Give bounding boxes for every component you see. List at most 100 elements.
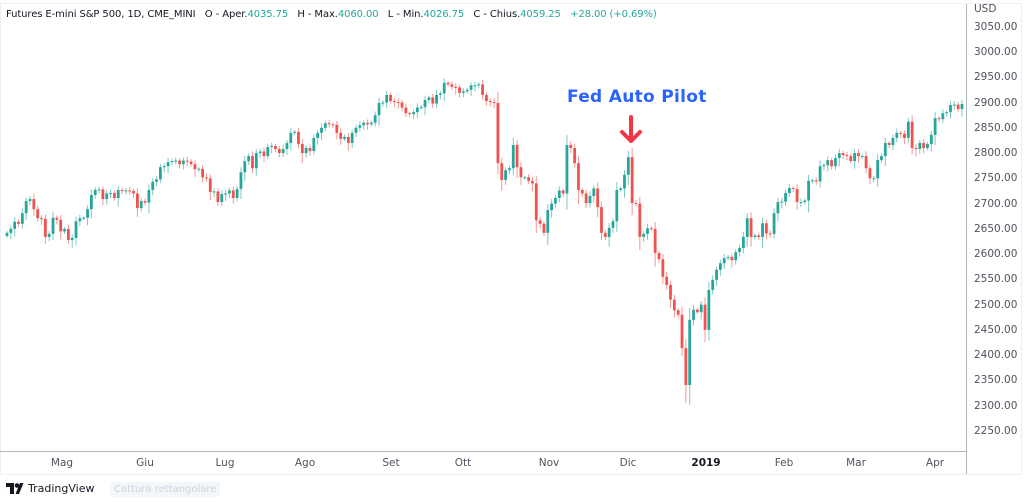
candle [580, 187, 584, 197]
candle-body [880, 156, 883, 161]
candle [600, 201, 603, 241]
candle-body [692, 309, 695, 320]
candle [228, 187, 231, 198]
candle-body [573, 148, 577, 164]
candle [431, 94, 435, 109]
candle-body [346, 136, 350, 143]
candle [665, 272, 669, 290]
candle-body [316, 132, 320, 138]
candle-body [392, 101, 396, 103]
price-tick-label: 2250.00 [974, 424, 1018, 437]
price-tick-label: 2900.00 [974, 96, 1018, 109]
annotation-text[interactable]: Fed Auto Pilot [567, 87, 707, 107]
candle [93, 187, 97, 199]
candle [182, 157, 185, 170]
price-tick-label: 2850.00 [974, 121, 1018, 134]
candle [343, 134, 346, 142]
candle [956, 101, 960, 112]
candle-body [853, 153, 857, 162]
candle-body [741, 236, 745, 249]
candle [389, 92, 392, 104]
candle [189, 159, 193, 167]
candle [764, 219, 768, 240]
candle [143, 198, 147, 206]
candle-body [726, 257, 730, 259]
candle [323, 120, 327, 132]
candle-body [431, 97, 435, 104]
candle [611, 218, 615, 233]
candle-body [776, 202, 780, 214]
candle [289, 128, 293, 151]
candle-body [649, 228, 653, 230]
candle-body [258, 151, 262, 154]
candle-body [339, 132, 343, 139]
symbol-name[interactable]: Futures E-mini S&P 500, 1D, CME_MINI [6, 9, 196, 20]
candle [465, 88, 469, 94]
candle [350, 129, 354, 149]
candle [596, 182, 600, 217]
candle [676, 308, 680, 318]
candle [335, 121, 339, 140]
candle-body [956, 104, 960, 110]
candle [937, 116, 941, 123]
candle [40, 215, 43, 225]
candle-body [795, 188, 799, 203]
time-axis-border [0, 451, 966, 452]
candle-body [59, 219, 63, 232]
candle [327, 120, 331, 128]
candle-body [155, 179, 158, 182]
price-tick-label: 2550.00 [974, 273, 1018, 286]
candle [147, 184, 151, 214]
candle [822, 163, 826, 171]
candle-body [672, 299, 676, 311]
candle-body [527, 177, 531, 181]
candle [692, 305, 695, 326]
candle-body [653, 228, 657, 254]
candle [297, 127, 300, 149]
brand-name: TradingView [28, 482, 95, 495]
candlestick-plot[interactable] [0, 0, 966, 451]
candle-body [228, 190, 231, 194]
candle-body [933, 118, 937, 135]
candle [726, 254, 730, 261]
candle [320, 123, 323, 141]
candle [933, 112, 937, 145]
candle-body [43, 218, 47, 237]
candle [136, 188, 139, 217]
tradingview-logo-icon [6, 483, 24, 494]
candle-body [519, 167, 523, 178]
candle [780, 197, 784, 209]
candle-body [580, 189, 584, 194]
candle-body [615, 189, 619, 222]
candle [446, 81, 450, 87]
candle-body [887, 142, 891, 145]
candle-body [462, 91, 465, 93]
candle [373, 111, 377, 127]
candle [814, 177, 818, 185]
candle-body [320, 127, 323, 133]
candle [5, 230, 9, 238]
candle-body [500, 163, 504, 180]
candle-body [711, 279, 715, 290]
candle-body [5, 232, 9, 236]
candle [70, 234, 74, 248]
candle [834, 154, 837, 170]
candle [105, 190, 109, 205]
candle-body [243, 161, 247, 173]
candle-body [945, 112, 949, 114]
candle [224, 189, 228, 202]
candle-body [772, 213, 776, 234]
currency-label[interactable]: USD [974, 3, 997, 15]
low-label: L - Min. [387, 9, 424, 20]
candle-body [899, 132, 903, 134]
time-tick-label: Ago [294, 457, 316, 469]
candle-body [435, 94, 438, 104]
candle [619, 186, 623, 192]
candle [569, 140, 573, 154]
candle-body [212, 191, 216, 193]
price-tick-label: 2350.00 [974, 374, 1018, 387]
candle [120, 188, 124, 194]
candle [887, 141, 891, 149]
candle [28, 196, 32, 206]
candle-body [922, 142, 926, 149]
